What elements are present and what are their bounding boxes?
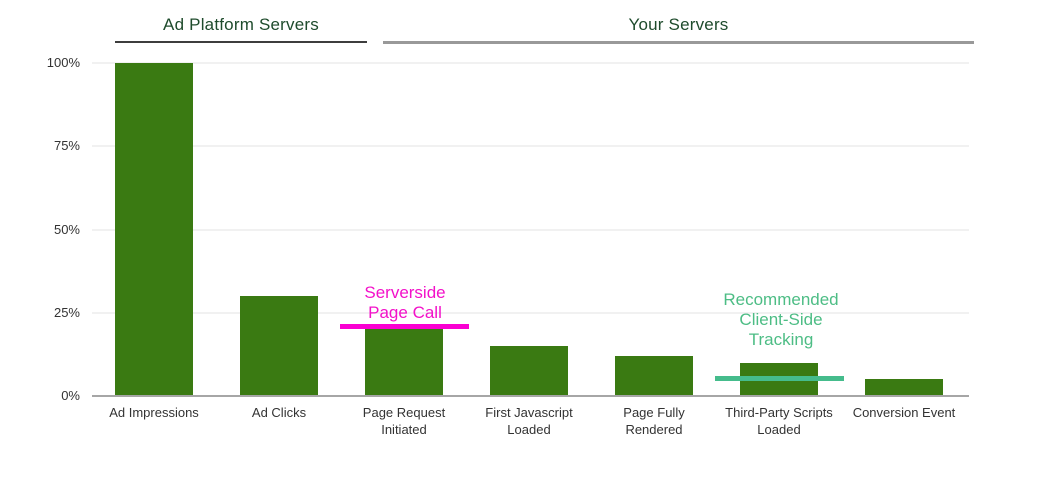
bar-ad-clicks xyxy=(240,296,318,396)
annotation-serverside-page-call: Serverside Page Call xyxy=(364,283,446,322)
x-axis-category-label: Page Fully Rendered xyxy=(623,405,685,437)
x-axis-category-label: Third-Party Scripts Loaded xyxy=(725,405,833,437)
bar-page-fully-rendered xyxy=(615,356,693,396)
bar-first-javascript-loaded xyxy=(490,346,568,396)
y-axis-tick-label: 0% xyxy=(61,388,80,403)
x-axis-line xyxy=(92,395,969,397)
gridline-25% xyxy=(92,311,969,314)
annotation-line-0 xyxy=(340,324,469,330)
y-axis-tick-label: 100% xyxy=(46,55,80,70)
section-underline-your-servers xyxy=(383,41,974,44)
section-underline-ad-platform-servers xyxy=(115,41,367,43)
x-axis-category-label: Conversion Event xyxy=(852,405,956,420)
x-axis-category-label: Ad Clicks xyxy=(251,405,307,420)
gridline-75% xyxy=(92,145,969,148)
annotation-recommended-client-side-tracking: Recommended Client-Side Tracking xyxy=(723,290,839,349)
x-axis-category-label: Ad Impressions xyxy=(109,405,199,420)
bar-conversion-event xyxy=(865,379,943,396)
gridline-50% xyxy=(92,228,969,231)
x-axis-category-label: First Javascript Loaded xyxy=(485,405,573,437)
y-axis-tick-label: 75% xyxy=(53,138,80,154)
y-axis-tick-label: 50% xyxy=(53,221,80,237)
annotation-line-1 xyxy=(715,375,844,381)
section-header-ad-platform-servers: Ad Platform Servers xyxy=(163,15,319,34)
bar-ad-impressions xyxy=(115,63,193,396)
gridline-100% xyxy=(92,62,969,64)
x-axis-category-label: Page Request Initiated xyxy=(362,405,446,437)
bar-page-request-initiated xyxy=(365,329,443,396)
y-axis-tick-label: 25% xyxy=(53,304,80,320)
section-header-your-servers: Your Servers xyxy=(628,15,729,34)
